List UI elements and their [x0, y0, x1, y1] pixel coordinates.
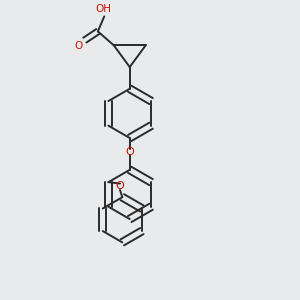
Text: O: O — [75, 41, 83, 51]
Text: OH: OH — [96, 4, 112, 14]
Text: O: O — [125, 147, 134, 157]
Text: O: O — [116, 182, 124, 191]
